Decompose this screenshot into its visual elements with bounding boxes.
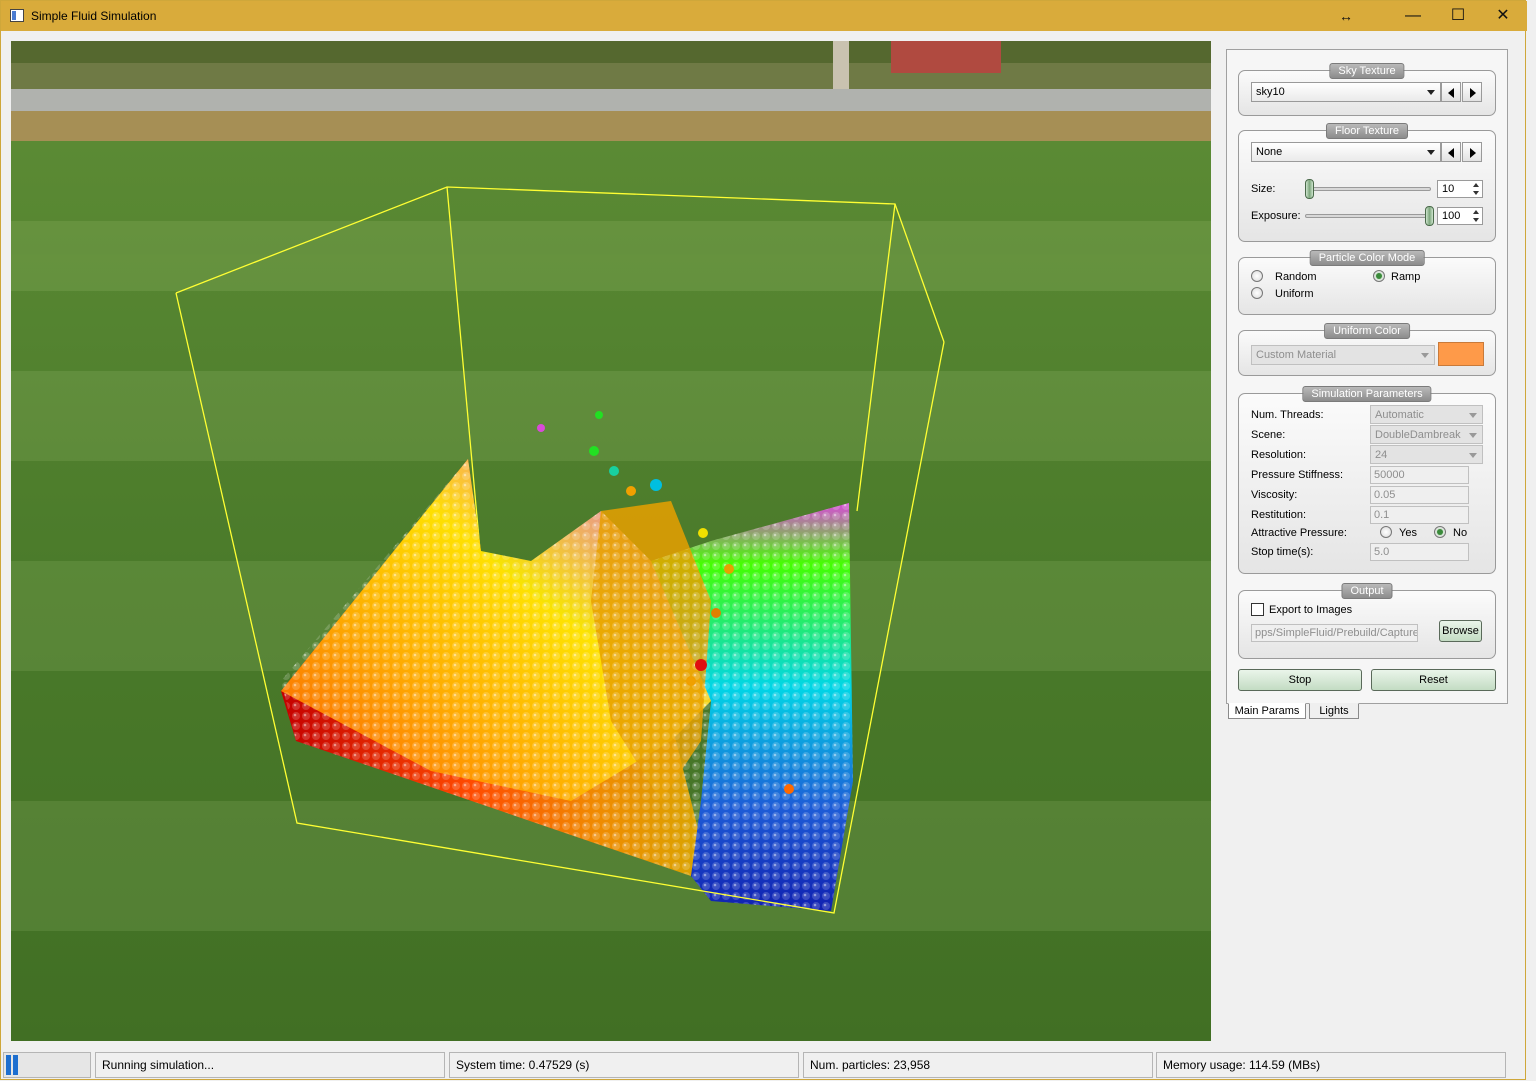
particle-count: Num. particles: 23,958: [803, 1052, 1153, 1078]
attractive-yes-label: Yes: [1399, 527, 1417, 539]
output-group: Output Export to Images pps/SimpleFluid/…: [1238, 583, 1496, 659]
browse-button[interactable]: Browse: [1439, 620, 1482, 642]
uniform-label: Uniform: [1275, 288, 1314, 300]
floor-next-button[interactable]: [1462, 142, 1482, 162]
material-select[interactable]: Custom Material: [1251, 345, 1435, 365]
resolution-label: Resolution:: [1251, 449, 1307, 461]
viscosity-label: Viscosity:: [1251, 489, 1298, 501]
spin-arrows-icon[interactable]: [1471, 209, 1481, 223]
spin-arrows-icon[interactable]: [1471, 182, 1481, 196]
exposure-label: Exposure:: [1251, 210, 1301, 222]
chevron-down-icon: [1427, 150, 1435, 155]
export-images-label: Export to Images: [1269, 604, 1353, 616]
chevron-down-icon: [1427, 90, 1435, 95]
sky-texture-group: Sky Texture sky10: [1238, 63, 1496, 116]
sky-prev-button[interactable]: [1441, 82, 1461, 102]
viscosity-field[interactable]: 0.05: [1370, 486, 1469, 504]
stop-button[interactable]: Stop: [1238, 669, 1362, 691]
status-message: Running simulation...: [95, 1052, 445, 1078]
attractive-no-label: No: [1453, 527, 1468, 539]
resolution-select[interactable]: 24: [1370, 445, 1483, 464]
output-path-field[interactable]: pps/SimpleFluid/Prebuild/Capture/: [1251, 624, 1418, 642]
exposure-spinbox[interactable]: 100: [1437, 207, 1483, 225]
random-radio[interactable]: [1251, 270, 1263, 282]
sky-texture-title: Sky Texture: [1329, 63, 1405, 79]
control-panel: Sky Texture sky10 Floor Texture None Siz…: [1226, 49, 1508, 704]
simulation-parameters-title: Simulation Parameters: [1302, 386, 1432, 402]
floor-texture-group: Floor Texture None Size: 10 Exposure: 10…: [1238, 123, 1496, 242]
material-value: Custom Material: [1256, 349, 1337, 361]
particle-color-mode-group: Particle Color Mode Random Ramp Uniform: [1238, 250, 1496, 315]
threads-value: Automatic: [1375, 409, 1424, 421]
pressure-stiffness-field[interactable]: 50000: [1370, 466, 1469, 484]
minimize-button[interactable]: —: [1405, 7, 1421, 24]
floor-prev-button[interactable]: [1441, 142, 1461, 162]
exposure-slider[interactable]: [1305, 214, 1431, 218]
title-bar[interactable]: Simple Fluid Simulation ↔ — ☐ ✕: [1, 1, 1527, 31]
restitution-label: Restitution:: [1251, 509, 1307, 521]
exposure-slider-handle[interactable]: [1425, 206, 1434, 226]
resolution-value: 24: [1375, 449, 1388, 461]
particle-color-mode-title: Particle Color Mode: [1309, 250, 1425, 266]
ramp-radio[interactable]: [1373, 270, 1385, 282]
system-time: System time: 0.47529 (s): [449, 1052, 799, 1078]
reset-button[interactable]: Reset: [1371, 669, 1496, 691]
attractive-pressure-label: Attractive Pressure:: [1251, 527, 1347, 539]
scene-label: Scene:: [1251, 429, 1286, 441]
color-swatch[interactable]: [1438, 342, 1484, 366]
stop-time-field[interactable]: 5.0: [1370, 543, 1469, 561]
size-label: Size:: [1251, 183, 1276, 195]
progress-fill: [6, 1055, 19, 1075]
tab-lights[interactable]: Lights: [1309, 703, 1359, 719]
arrow-right-icon: [1470, 88, 1476, 98]
pressure-stiffness-label: Pressure Stiffness:: [1251, 469, 1344, 481]
status-bar: Running simulation... System time: 0.475…: [1, 1049, 1527, 1081]
size-value: 10: [1442, 183, 1455, 195]
ramp-label: Ramp: [1391, 271, 1421, 283]
arrow-left-icon: [1448, 88, 1454, 98]
arrow-right-icon: [1470, 148, 1476, 158]
arrow-left-icon: [1448, 148, 1454, 158]
sky-next-button[interactable]: [1462, 82, 1482, 102]
size-slider[interactable]: [1305, 187, 1431, 191]
output-title: Output: [1341, 583, 1393, 599]
random-label: Random: [1275, 271, 1317, 283]
uniform-color-title: Uniform Color: [1324, 323, 1410, 339]
app-icon: [10, 9, 24, 22]
attractive-yes-radio[interactable]: [1380, 526, 1392, 538]
memory-usage: Memory usage: 114.59 (MBs): [1156, 1052, 1506, 1078]
scene-value: DoubleDambreak: [1375, 429, 1461, 441]
uniform-color-group: Uniform Color Custom Material: [1238, 323, 1496, 376]
size-spinbox[interactable]: 10: [1437, 180, 1483, 198]
floor-texture-title: Floor Texture: [1326, 123, 1408, 139]
size-slider-handle[interactable]: [1305, 179, 1314, 199]
stop-time-label: Stop time(s):: [1251, 546, 1314, 558]
scene-render: [11, 41, 1211, 1041]
close-button[interactable]: ✕: [1496, 7, 1510, 24]
sky-texture-select[interactable]: sky10: [1251, 82, 1441, 102]
tab-main-params[interactable]: Main Params: [1228, 703, 1306, 719]
chevron-down-icon: [1469, 433, 1477, 438]
maximize-button[interactable]: ☐: [1450, 7, 1466, 24]
restitution-field[interactable]: 0.1: [1370, 506, 1469, 524]
threads-label: Num. Threads:: [1251, 409, 1324, 421]
progress-bar: [3, 1052, 91, 1078]
threads-select[interactable]: Automatic: [1370, 405, 1483, 424]
chevron-down-icon: [1421, 353, 1429, 358]
exposure-value: 100: [1442, 210, 1461, 222]
window-title: Simple Fluid Simulation: [31, 9, 157, 23]
sky-texture-value: sky10: [1256, 86, 1285, 98]
floor-texture-value: None: [1256, 146, 1283, 158]
scene-select[interactable]: DoubleDambreak: [1370, 425, 1483, 444]
resize-icon[interactable]: ↔: [1339, 8, 1353, 24]
chevron-down-icon: [1469, 413, 1477, 418]
attractive-no-radio[interactable]: [1434, 526, 1446, 538]
render-viewport[interactable]: [11, 41, 1211, 1041]
floor-texture-select[interactable]: None: [1251, 142, 1441, 162]
chevron-down-icon: [1469, 453, 1477, 458]
uniform-radio[interactable]: [1251, 287, 1263, 299]
simulation-parameters-group: Simulation Parameters Num. Threads: Auto…: [1238, 386, 1496, 574]
export-images-checkbox[interactable]: [1251, 603, 1264, 616]
